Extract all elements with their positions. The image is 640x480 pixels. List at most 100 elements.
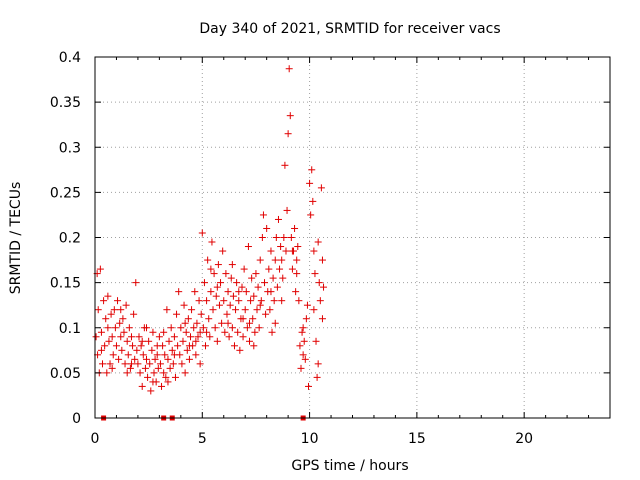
data-point (224, 288, 232, 296)
data-point (122, 301, 130, 309)
data-point (318, 256, 326, 264)
data-point (111, 324, 119, 332)
data-point (99, 360, 107, 368)
data-point (182, 328, 190, 336)
data-point (213, 337, 221, 345)
y-tick-label: 0.4 (59, 50, 81, 66)
data-point (246, 319, 253, 327)
data-point (127, 333, 135, 341)
data-point (301, 355, 309, 363)
data-point (185, 355, 193, 363)
data-point (106, 360, 114, 368)
data-point (309, 197, 317, 205)
data-point (171, 373, 179, 381)
data-point (225, 333, 233, 341)
data-point (272, 234, 280, 241)
data-point (236, 346, 244, 354)
chart-title: Day 340 of 2021, SRMTID for receiver vac… (199, 21, 500, 37)
data-point (135, 333, 143, 341)
data-point (235, 288, 243, 296)
data-point (150, 369, 158, 377)
data-point (141, 364, 149, 372)
data-point (193, 319, 201, 327)
data-point (153, 351, 161, 359)
data-point (181, 369, 189, 377)
data-point (291, 224, 299, 232)
data-point (257, 297, 265, 305)
data-point (108, 364, 116, 372)
data-point (206, 333, 214, 341)
data-point (123, 369, 131, 377)
data-point (209, 306, 217, 314)
data-point (161, 351, 169, 359)
data-point (251, 328, 259, 336)
data-point (212, 292, 220, 300)
data-point (256, 301, 264, 309)
data-point (190, 324, 198, 332)
data-point (155, 333, 163, 341)
data-point (287, 234, 295, 241)
data-point (283, 206, 291, 214)
data-point (259, 211, 267, 219)
data-point (299, 324, 307, 332)
data-point (256, 256, 264, 264)
data-point (186, 333, 194, 341)
data-point (288, 247, 296, 255)
data-point (203, 297, 211, 305)
data-point (160, 369, 168, 377)
data-point (296, 342, 304, 350)
data-point (117, 306, 125, 314)
data-point (300, 337, 308, 345)
data-point (243, 324, 251, 332)
data-point (163, 306, 171, 314)
data-point (278, 256, 286, 264)
data-point (105, 337, 113, 345)
x-tick-label: 5 (198, 431, 207, 447)
data-point (320, 283, 328, 291)
data-point (119, 315, 127, 323)
data-point (305, 382, 313, 390)
data-point (185, 342, 193, 350)
data-point (311, 270, 319, 278)
data-point (266, 306, 274, 314)
data-point (240, 265, 248, 273)
data-point (211, 324, 219, 332)
data-point (239, 333, 247, 341)
data-point (108, 333, 116, 341)
data-point (110, 306, 118, 314)
data-point (306, 179, 314, 187)
data-point (295, 297, 303, 305)
data-point (149, 328, 157, 336)
data-point (288, 265, 296, 273)
data-point (143, 355, 150, 363)
data-point (120, 328, 128, 336)
data-point (170, 351, 178, 359)
data-point (244, 243, 252, 251)
data-point (125, 324, 133, 332)
data-point (164, 355, 172, 363)
grid (95, 57, 610, 418)
data-point (228, 324, 236, 332)
data-point (94, 306, 102, 314)
data-point (274, 215, 282, 223)
data-point (242, 288, 250, 296)
data-point (258, 234, 266, 241)
data-point (222, 270, 230, 278)
data-point (132, 279, 140, 287)
x-tick-label: 10 (301, 431, 319, 447)
data-point (312, 337, 320, 345)
data-point (241, 306, 249, 314)
data-point (265, 265, 273, 273)
data-point (143, 324, 150, 332)
data-point (294, 243, 302, 251)
data-point (277, 243, 285, 251)
data-point (144, 373, 152, 381)
data-point (207, 288, 215, 296)
data-point (196, 328, 204, 336)
data-point (278, 297, 286, 305)
data-point (191, 288, 199, 296)
data-point (156, 360, 164, 368)
data-point (282, 247, 290, 255)
data-point (234, 328, 242, 336)
